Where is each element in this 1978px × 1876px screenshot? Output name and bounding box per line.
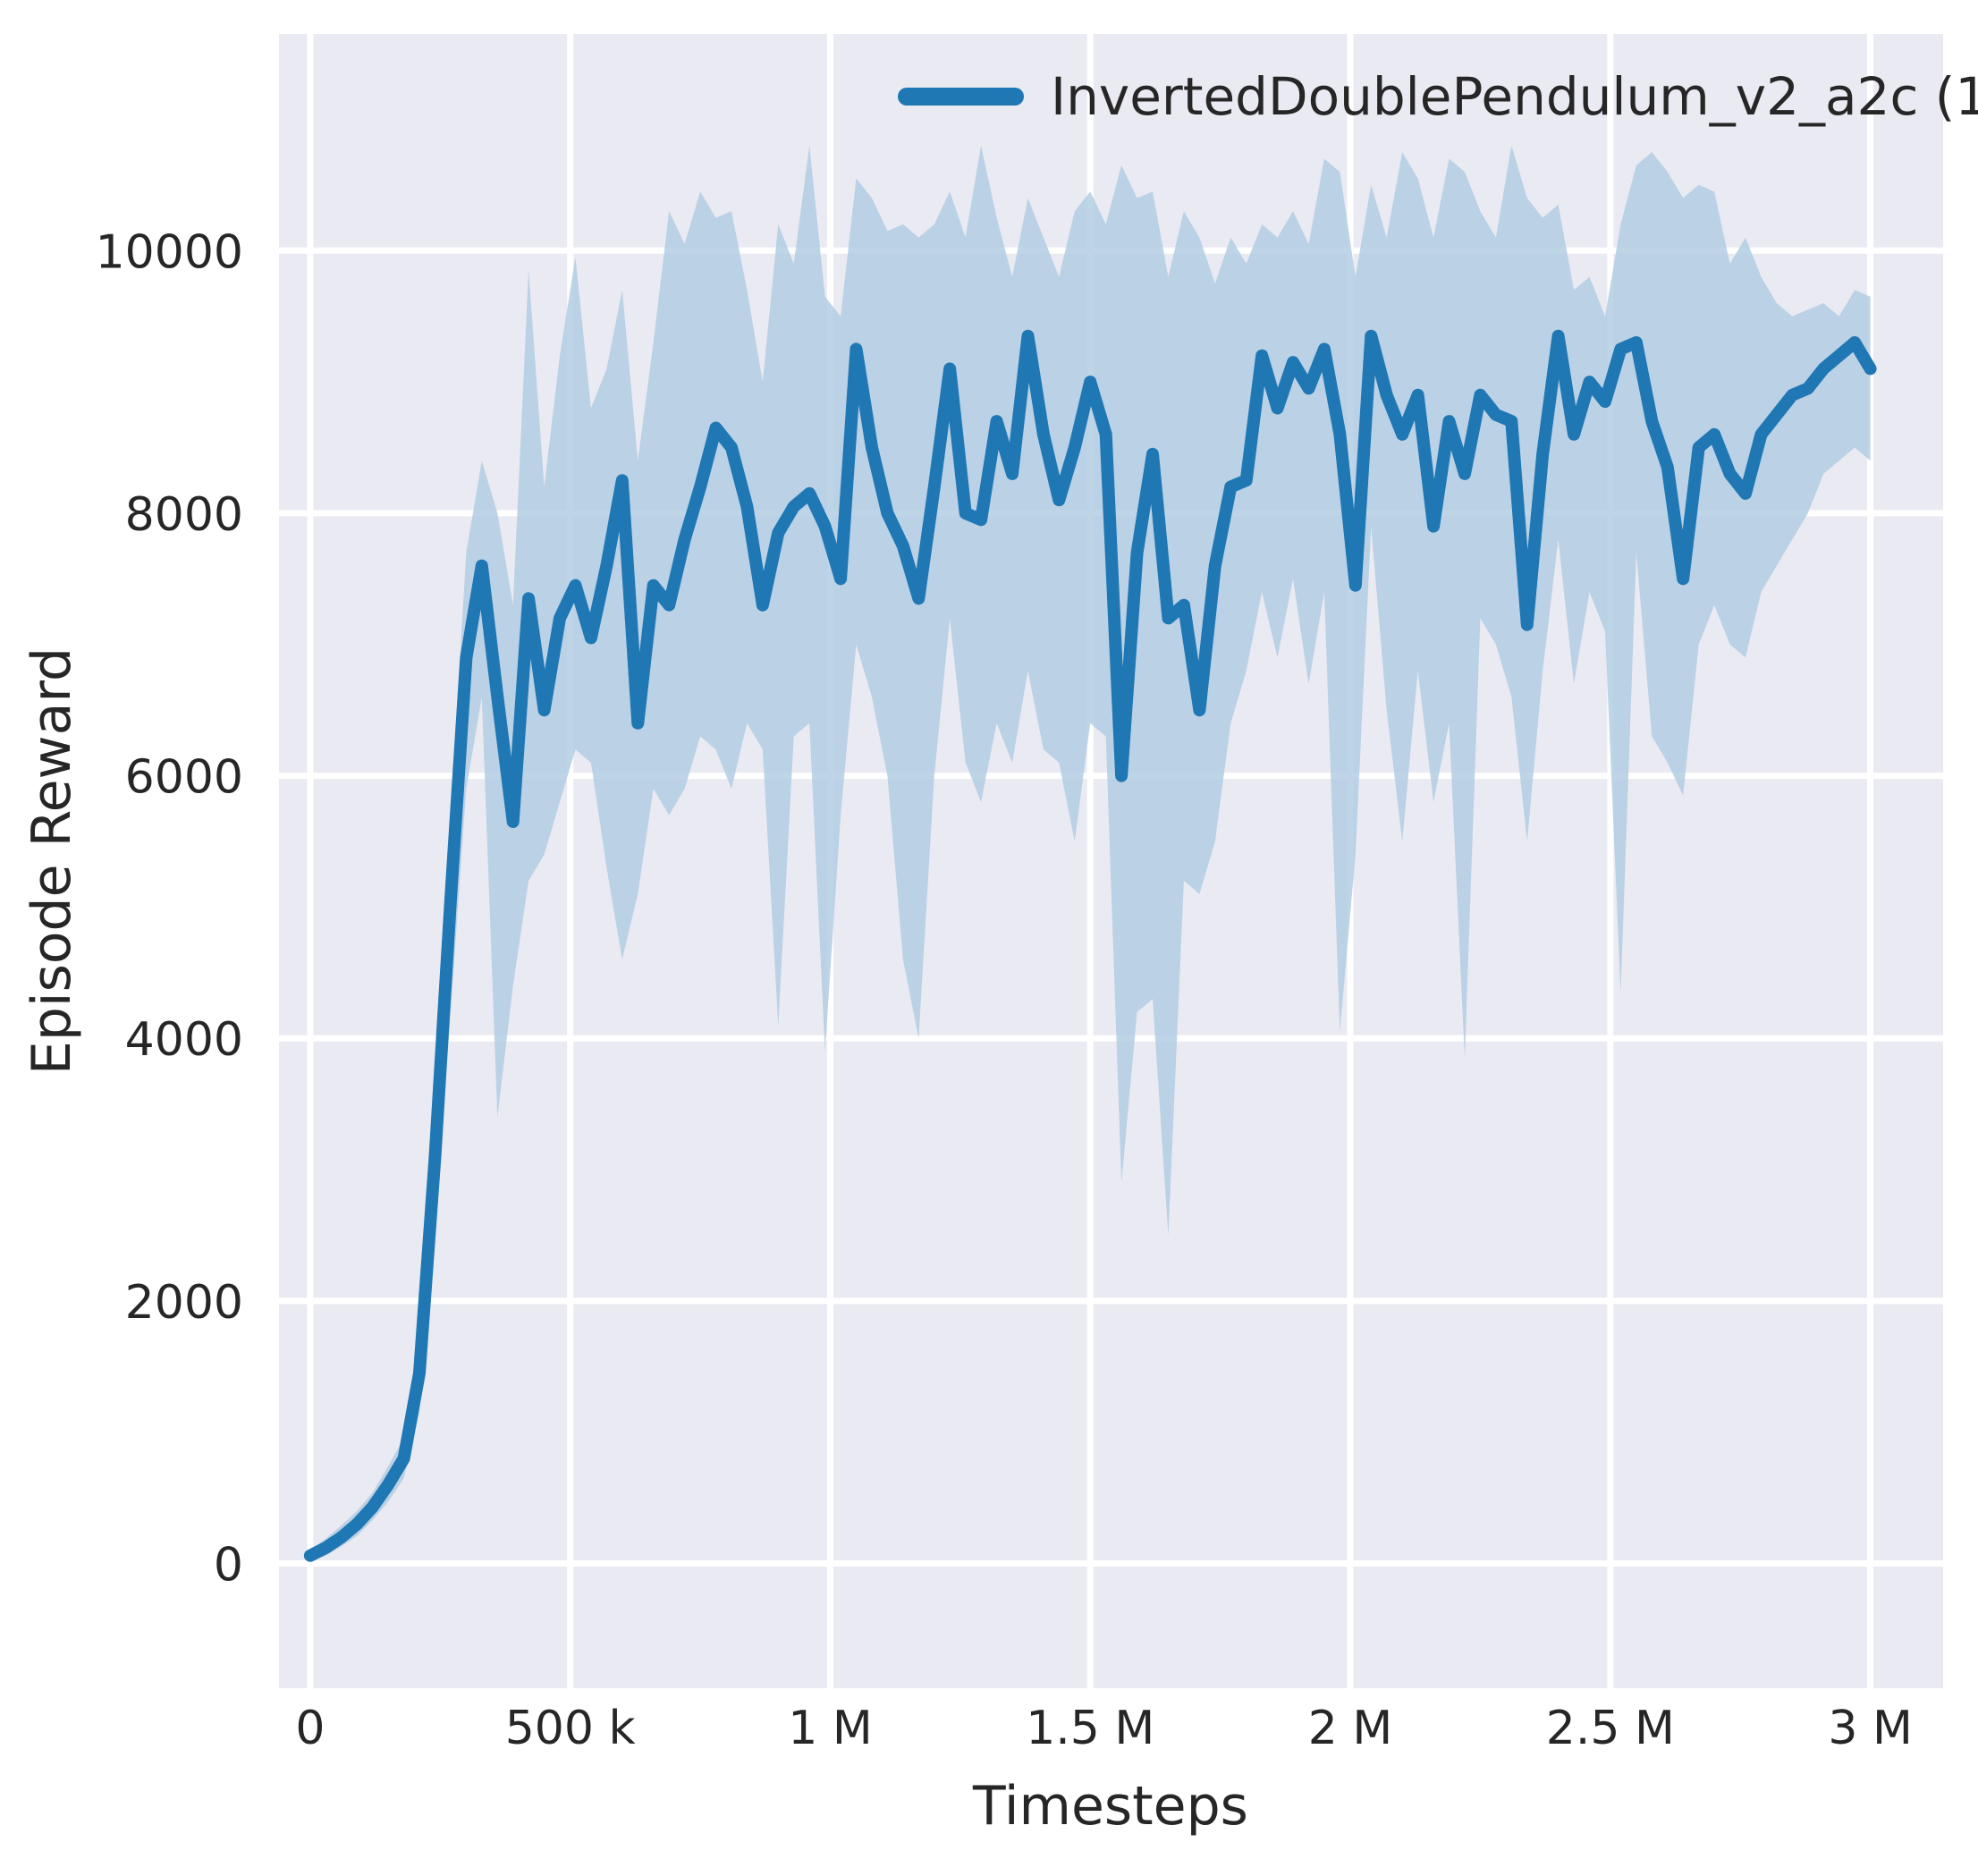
- y-tick-label: 4000: [125, 1013, 243, 1067]
- y-axis-title: Episode Reward: [21, 647, 83, 1075]
- x-axis-tick-labels: 0 500 k 1 M 1.5 M 2 M 2.5 M 3 M: [295, 1702, 1912, 1755]
- y-tick-label: 0: [214, 1539, 243, 1593]
- y-axis-tick-labels: 0 2000 4000 6000 8000 10000: [96, 225, 243, 1592]
- x-tick-label: 500 k: [505, 1702, 636, 1755]
- series-line: [303, 329, 1877, 1562]
- x-tick-label: 1 M: [788, 1702, 872, 1755]
- y-tick-label: 2000: [125, 1276, 243, 1330]
- y-tick-label: 10000: [96, 225, 243, 279]
- mean-reward-line: [303, 329, 1877, 1562]
- x-tick-label: 2 M: [1308, 1702, 1392, 1755]
- x-tick-label: 2.5 M: [1546, 1702, 1675, 1755]
- x-tick-label: 0: [295, 1702, 325, 1755]
- x-axis-title: Timesteps: [972, 1775, 1248, 1838]
- y-tick-label: 6000: [125, 751, 243, 805]
- x-tick-label: 3 M: [1828, 1702, 1912, 1755]
- x-tick-label: 1.5 M: [1026, 1702, 1154, 1755]
- y-tick-label: 8000: [125, 488, 243, 542]
- chart-legend[interactable]: InvertedDoublePendulum_v2_a2c (10): [898, 66, 1978, 127]
- legend-label: InvertedDoublePendulum_v2_a2c (10): [1051, 66, 1978, 127]
